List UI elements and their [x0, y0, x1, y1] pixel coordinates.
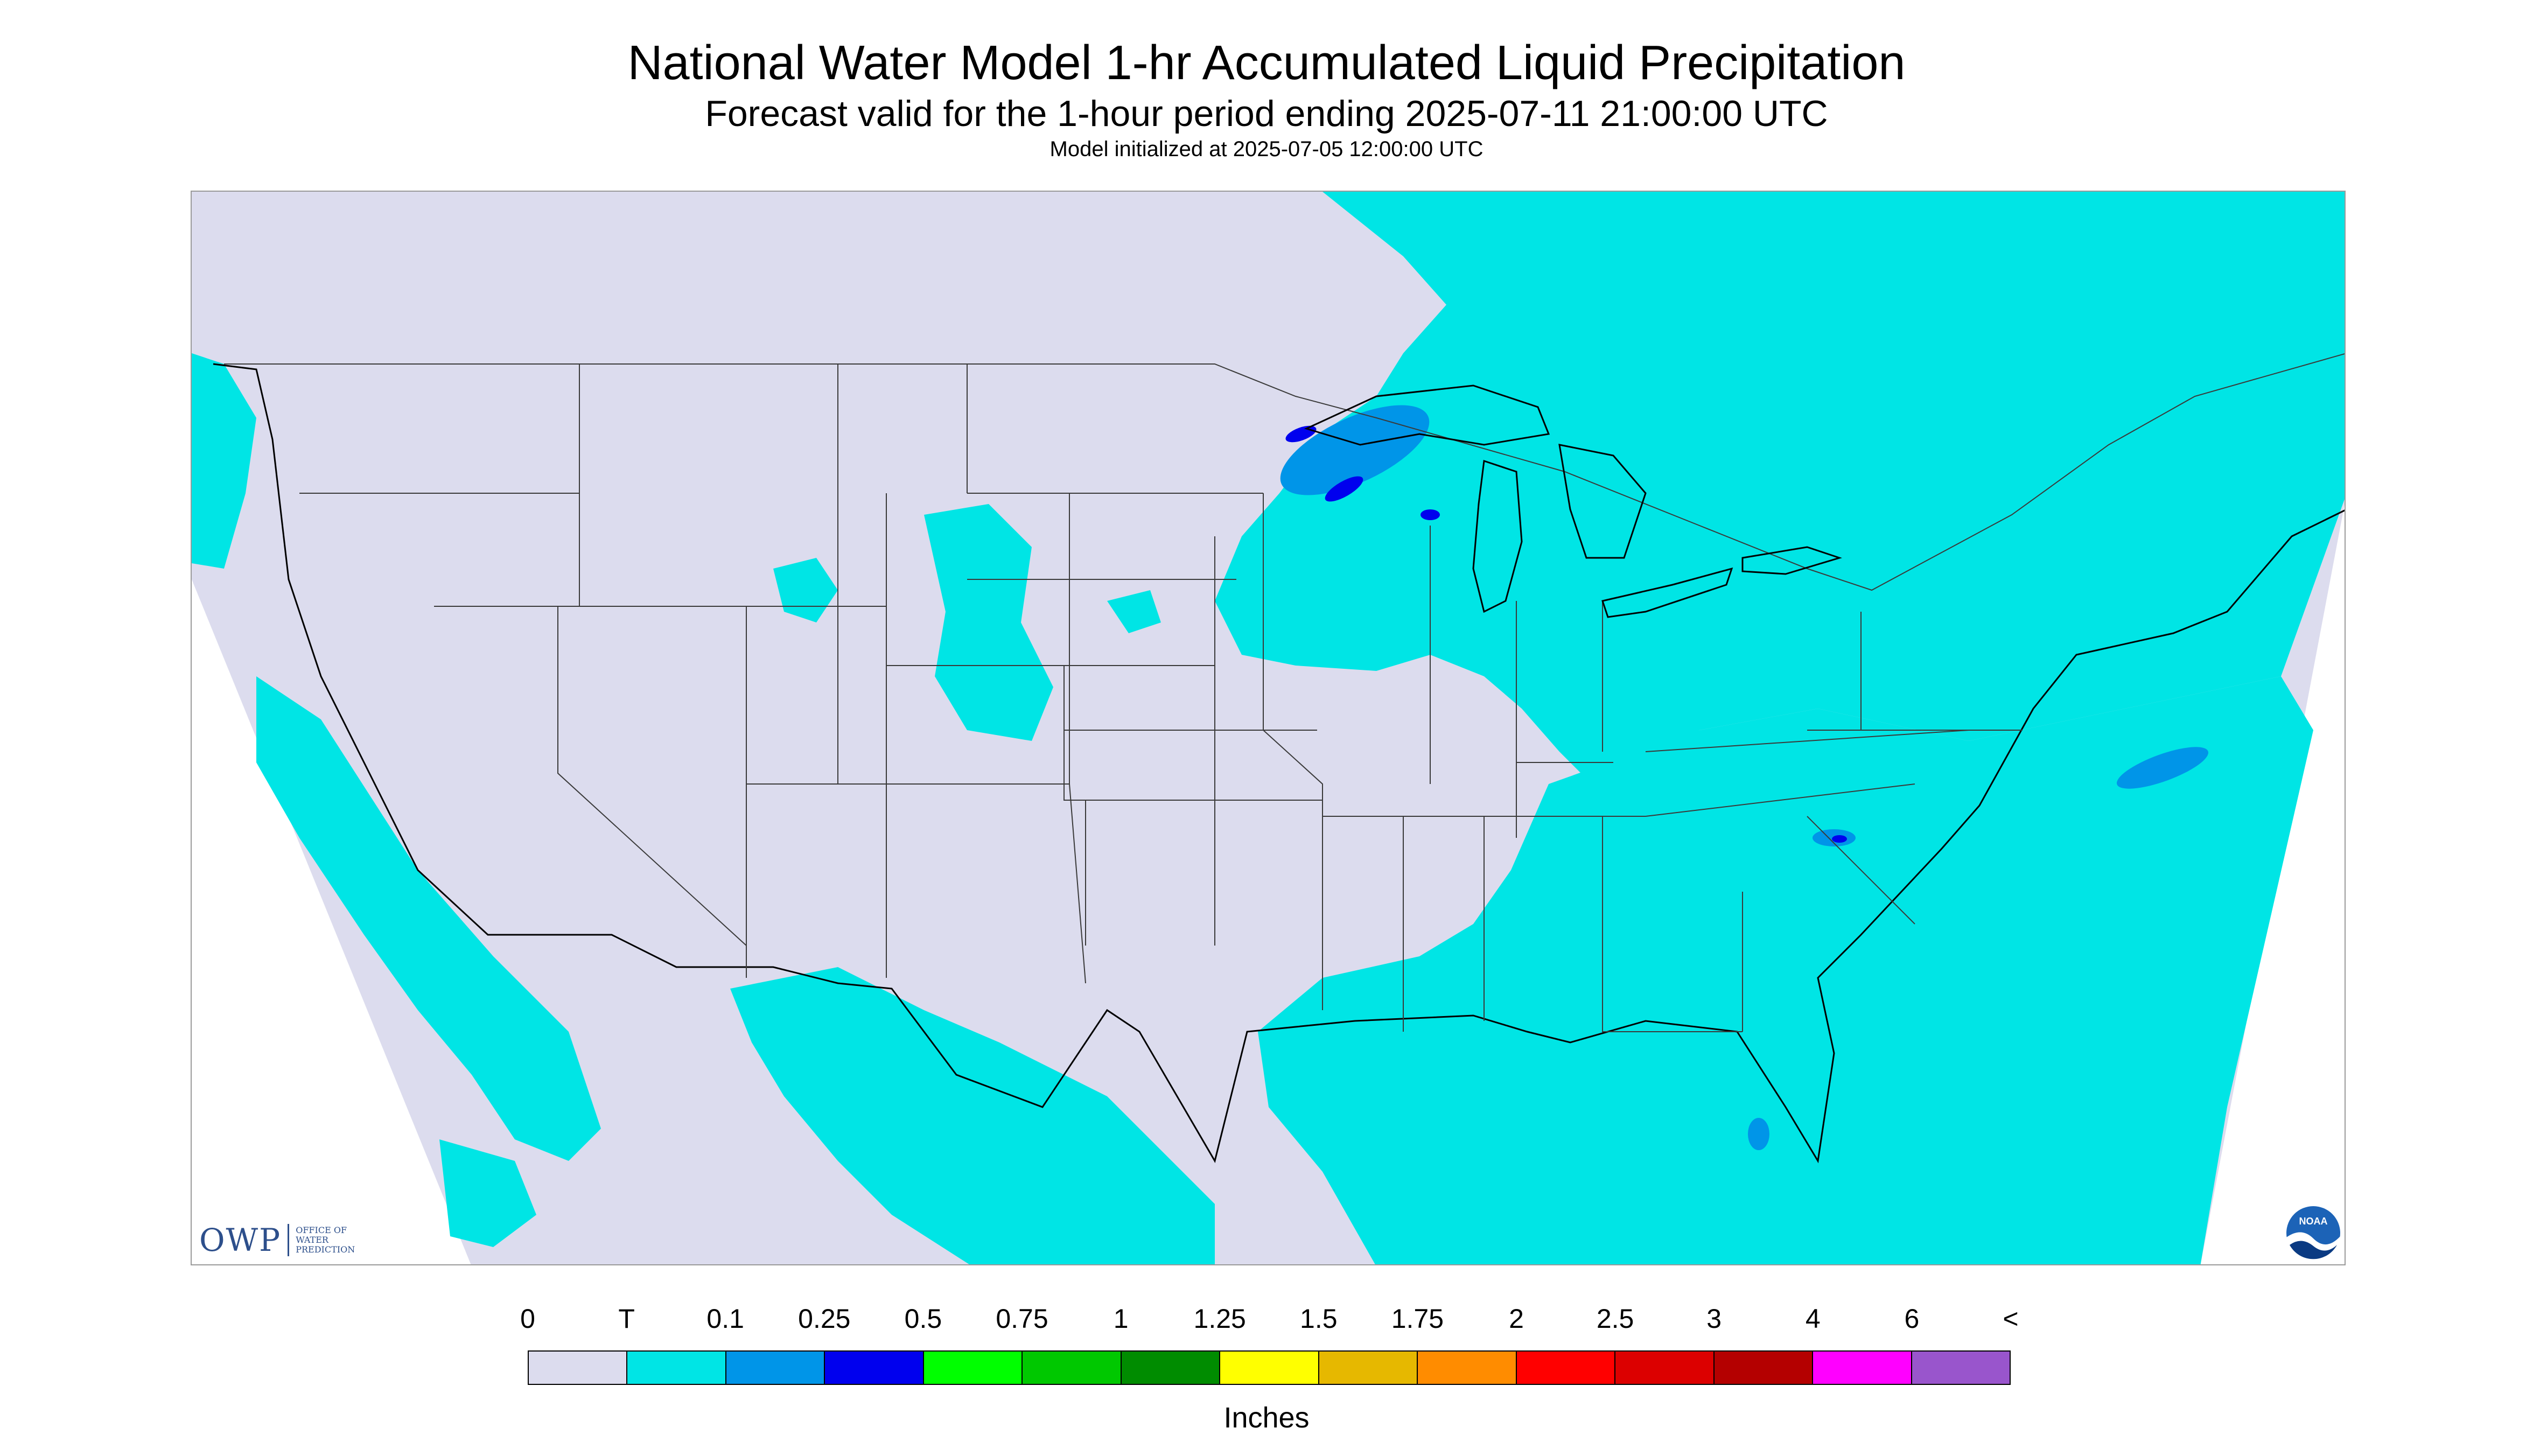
state-boundaries — [299, 364, 2023, 1032]
owp-logo-line-1: OFFICE OF — [296, 1225, 347, 1235]
legend-label: 1.5 — [1300, 1304, 1338, 1334]
owp-logo-text: OFFICE OF WATER PREDICTION — [296, 1226, 355, 1255]
legend-swatch — [1023, 1352, 1122, 1384]
legend-label: 0.75 — [996, 1304, 1048, 1334]
legend-swatch — [923, 1352, 1023, 1384]
canada-border-line — [224, 353, 2345, 591]
state-line-east — [1323, 526, 2023, 1032]
model-init-text: Model initialized at 2025-07-05 12:00:00… — [1049, 137, 1484, 161]
precip-region-colorado — [924, 504, 1053, 741]
precip-region-great-lakes-canada — [1215, 192, 2345, 784]
map-canvas — [192, 192, 2345, 1264]
lake-huron-outline — [1558, 444, 1647, 559]
precip-region-michigan-heavy — [1421, 509, 1440, 520]
legend-swatch — [1418, 1352, 1517, 1384]
precip-region-wisconsin-heavy — [1325, 476, 1363, 502]
noaa-emblem-icon: NOAA — [2286, 1206, 2340, 1261]
legend-label: 3 — [1706, 1304, 1722, 1334]
legend-swatch — [1319, 1352, 1418, 1384]
legend-label: 1.25 — [1193, 1304, 1246, 1334]
great-lakes — [1304, 384, 1842, 618]
legend-label: 0.1 — [706, 1304, 744, 1334]
precip-region-atlantic-light — [2116, 747, 2209, 789]
legend-swatch — [825, 1352, 924, 1384]
us-boundary-line — [213, 363, 2345, 1164]
owp-logo: OWP OFFICE OF WATER PREDICTION — [199, 1221, 355, 1259]
map-subtitle: Forecast valid for the 1-hour period end… — [705, 93, 1828, 134]
legend-units-label: Inches — [1223, 1402, 1310, 1434]
legend-swatch — [726, 1352, 825, 1384]
legend-color-bar — [528, 1350, 2011, 1385]
precip-region-lake-superior-light — [1280, 405, 1430, 495]
precip-region-nc-heavy — [1832, 835, 1847, 843]
legend-swatch — [529, 1352, 628, 1384]
legend-label: 2 — [1509, 1304, 1524, 1334]
precip-region-pacific-coast — [256, 676, 601, 1161]
owp-logo-abbr: OWP — [199, 1222, 282, 1258]
legend-swatch — [1714, 1352, 1814, 1384]
legend-swatch — [1813, 1352, 1912, 1384]
legend-label: T — [618, 1304, 635, 1334]
legend-swatch — [1516, 1352, 1616, 1384]
lake-ontario-outline — [1741, 546, 1842, 575]
map-title: National Water Model 1-hr Accumulated Li… — [627, 36, 1906, 90]
legend-label: 1.75 — [1391, 1304, 1444, 1334]
lake-michigan-outline — [1472, 459, 1523, 613]
precip-region-southeast — [1258, 676, 2313, 1264]
legend-swatch — [1220, 1352, 1319, 1384]
state-line-plains — [837, 364, 1323, 1010]
precip-region-nebraska — [1107, 590, 1161, 633]
legend-label: 1 — [1113, 1304, 1129, 1334]
precip-region-baja-pacific — [439, 1139, 536, 1247]
legend-swatch — [1912, 1352, 2010, 1384]
legend-label: 4 — [1805, 1304, 1821, 1334]
lake-superior-outline — [1304, 384, 1550, 446]
legend-swatch — [1615, 1352, 1715, 1384]
precip-region-florida-light — [1748, 1118, 1769, 1150]
legend-label: 2.5 — [1596, 1304, 1634, 1334]
legend-label: < — [2003, 1304, 2019, 1334]
legend-label: 0.25 — [798, 1304, 851, 1334]
state-line-west — [299, 364, 1215, 984]
legend-labels: 0 T 0.1 0.25 0.5 0.75 1 1.25 1.5 1.75 2 2.5 3 4 6 < — [0, 1303, 2533, 1341]
lake-erie-outline — [1601, 567, 1733, 618]
owp-logo-divider — [288, 1224, 290, 1256]
owp-logo-line-3: PREDICTION — [296, 1244, 355, 1255]
legend-label: 0 — [520, 1304, 535, 1334]
precipitation-map — [191, 191, 2346, 1265]
legend-swatch — [1121, 1352, 1221, 1384]
legend-swatch — [627, 1352, 726, 1384]
precip-region-pacific-nw — [192, 353, 256, 569]
precip-region-mexico — [730, 967, 1215, 1264]
legend-label: 6 — [1904, 1304, 1920, 1334]
owp-logo-line-2: WATER — [296, 1235, 328, 1245]
noaa-logo-text: NOAA — [2299, 1216, 2328, 1227]
legend-label: 0.5 — [904, 1304, 942, 1334]
